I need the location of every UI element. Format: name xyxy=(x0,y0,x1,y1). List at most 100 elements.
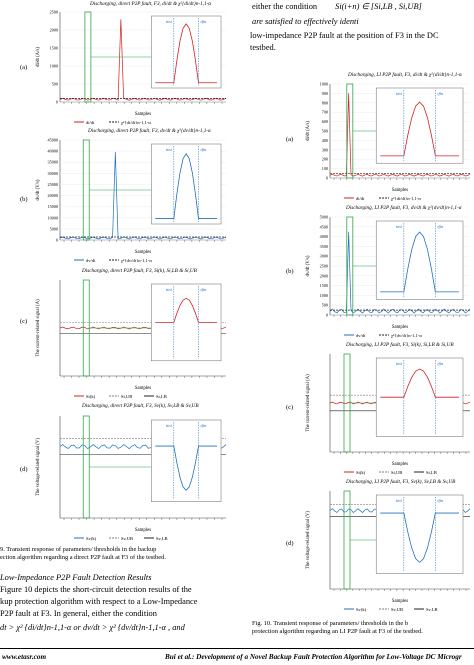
y-tick-label: 0 xyxy=(326,176,328,181)
legend-label: dv/dt xyxy=(86,258,96,263)
y-tick-label: 1000 xyxy=(320,82,328,87)
y-tick-label: 1000 xyxy=(50,64,58,69)
fig9d-title: Discharging, direct P2P fault, F3, Sv(k)… xyxy=(82,403,199,409)
x-axis-label: Samples xyxy=(392,462,408,467)
fig10b-chart: 5000450040003500300025002000150010005000… xyxy=(306,215,471,339)
y-tick-label: 3500 xyxy=(320,244,328,249)
legend-label: χ²{di/dt}n-1,1-α xyxy=(121,120,151,126)
legend-label: dv/dt xyxy=(356,333,366,338)
tfin-label: tfin xyxy=(437,224,444,229)
footer-citation: Bui et al.: Development of a Novel Backu… xyxy=(165,653,462,661)
zoom-inset xyxy=(151,15,222,89)
y-tick-label: 25000 xyxy=(48,182,58,187)
y-tick-label: 400 xyxy=(322,138,328,143)
legend-label: Sv(k) xyxy=(356,607,367,612)
fig9d-chart: The voltage-related signal (V) Samples Sv(… xyxy=(36,415,227,542)
x-axis-label: Samples xyxy=(135,386,151,391)
tini-label: tini xyxy=(396,361,403,366)
fig9-label-a: (a) xyxy=(20,64,28,71)
y-tick-label: 40000 xyxy=(48,149,58,154)
y-tick-label: 5000 xyxy=(50,226,58,231)
tini-label: tini xyxy=(396,224,403,229)
zoom-inset xyxy=(151,419,222,502)
y-tick-label: 800 xyxy=(322,100,328,105)
tfin-label: tfin xyxy=(201,423,208,428)
event-highlight-box xyxy=(346,216,354,316)
fig10c-title: Discharging, LI P2P fault, F3, Si(k), Si… xyxy=(346,342,454,348)
signal-line xyxy=(59,151,227,240)
y-axis-label: The voltage-related signal (V) xyxy=(36,438,41,496)
legend-label: di/dt xyxy=(356,196,365,201)
y-tick-label: 500 xyxy=(322,303,328,308)
y-tick-label: 20000 xyxy=(48,193,58,198)
inset-signal xyxy=(380,512,459,563)
fig9a-chart: 2500 2000 1500 1000 500 0 di/dt (A/s) Samples di… xyxy=(36,10,227,126)
y-tick-label: 2000 xyxy=(320,273,328,278)
x-axis-label: Samples xyxy=(392,325,408,330)
fig10c-chart: The current-related signal (A) Samples Si(… xyxy=(306,353,471,476)
fig10d-chart: The voltage-related signal (V) Samples Sv(… xyxy=(306,490,471,613)
y-tick-label: 0 xyxy=(56,100,58,105)
x-axis-label: Samples xyxy=(135,528,151,533)
fig9b-title: Discharging, direct P2P fault, F3, dv/dt… xyxy=(88,128,211,134)
x-axis-label: Samples xyxy=(135,112,151,117)
legend-label: Si(k) xyxy=(86,394,96,399)
tini-label: tini xyxy=(396,498,403,503)
y-axis-label: di/dt (A/s) xyxy=(36,47,41,67)
tfin-label: tfin xyxy=(437,91,444,96)
y-tick-label: 4000 xyxy=(320,234,328,239)
legend-label: χ²{di/dt}n-1,1-α xyxy=(391,196,421,202)
fig10-label-c: (c) xyxy=(286,404,294,411)
y-axis-label: dv/dt (V/s) xyxy=(306,255,311,276)
fig9-caption-1: 9. Transient response of parameters/ thr… xyxy=(0,546,157,553)
intro-line: low-impedance P2P fault at the position … xyxy=(250,31,439,40)
fig9c-title: Discharging, direct P2P fault, F3, Si(k)… xyxy=(82,268,197,274)
zoom-inset xyxy=(375,220,464,300)
inset-signal xyxy=(380,368,459,398)
x-axis-label: Samples xyxy=(392,188,408,193)
legend-label: Si,LB xyxy=(156,394,167,400)
inset-signal xyxy=(155,23,218,84)
fig9-label-d: (d) xyxy=(20,466,28,473)
tfin-label: tfin xyxy=(201,287,208,292)
x-axis-label: Samples xyxy=(135,250,151,255)
tini-label: tini xyxy=(166,147,173,152)
y-tick-label: 15000 xyxy=(48,204,58,209)
fig9c-chart: The current-related signal (A) Samples Si(… xyxy=(36,279,227,400)
fig9b-chart: 45000 40000 35000 30000 25000 20000 15000 10000… xyxy=(36,138,227,264)
legend-label: Sv,UB xyxy=(121,536,133,542)
legend-label: Sv(k) xyxy=(86,536,97,541)
y-tick-label: 200 xyxy=(322,157,328,162)
y-tick-label: 1500 xyxy=(50,46,58,51)
zoom-inset xyxy=(375,494,464,574)
fig9-label-c: (c) xyxy=(20,318,28,325)
y-tick-label: 100 xyxy=(322,166,328,171)
signal-line xyxy=(59,19,227,101)
body-line: dt > χ² {di/dt}n-1,1-α or dv/dt > χ² {dv… xyxy=(0,623,185,632)
legend-label: Si,UB xyxy=(121,394,132,400)
y-tick-label: 0 xyxy=(326,313,328,318)
y-tick-label: 500 xyxy=(52,82,58,87)
fig9a-title: Discharging, direct P2P fault, F3, di/dt… xyxy=(90,1,212,7)
y-axis-label: The current-related signal (A) xyxy=(306,374,311,432)
legend-label: Si(k) xyxy=(356,470,366,475)
y-tick-label: 700 xyxy=(322,110,328,115)
tini-label: tini xyxy=(166,19,173,24)
event-highlight-box xyxy=(82,415,90,519)
y-axis-label: dv/dt (V/s) xyxy=(36,179,41,200)
y-tick-label: 300 xyxy=(322,147,328,152)
tfin-label: tfin xyxy=(201,147,208,152)
y-tick-label: 10000 xyxy=(48,215,58,220)
y-tick-label: 2500 xyxy=(320,264,328,269)
intro-line: testbed. xyxy=(250,43,276,52)
y-tick-label: 4500 xyxy=(320,224,328,229)
y-tick-label: 1000 xyxy=(320,293,328,298)
footer-url[interactable]: www.etasr.com xyxy=(2,653,47,661)
fig9-label-b: (b) xyxy=(20,196,28,203)
page-footer: www.etasr.com Bui et al.: Development of… xyxy=(0,648,474,665)
tfin-label: tfin xyxy=(437,361,444,366)
legend-label: Si,LB xyxy=(426,470,437,476)
y-tick-label: 5000 xyxy=(320,215,328,220)
y-tick-label: 900 xyxy=(322,91,328,96)
tini-label: tini xyxy=(396,91,403,96)
